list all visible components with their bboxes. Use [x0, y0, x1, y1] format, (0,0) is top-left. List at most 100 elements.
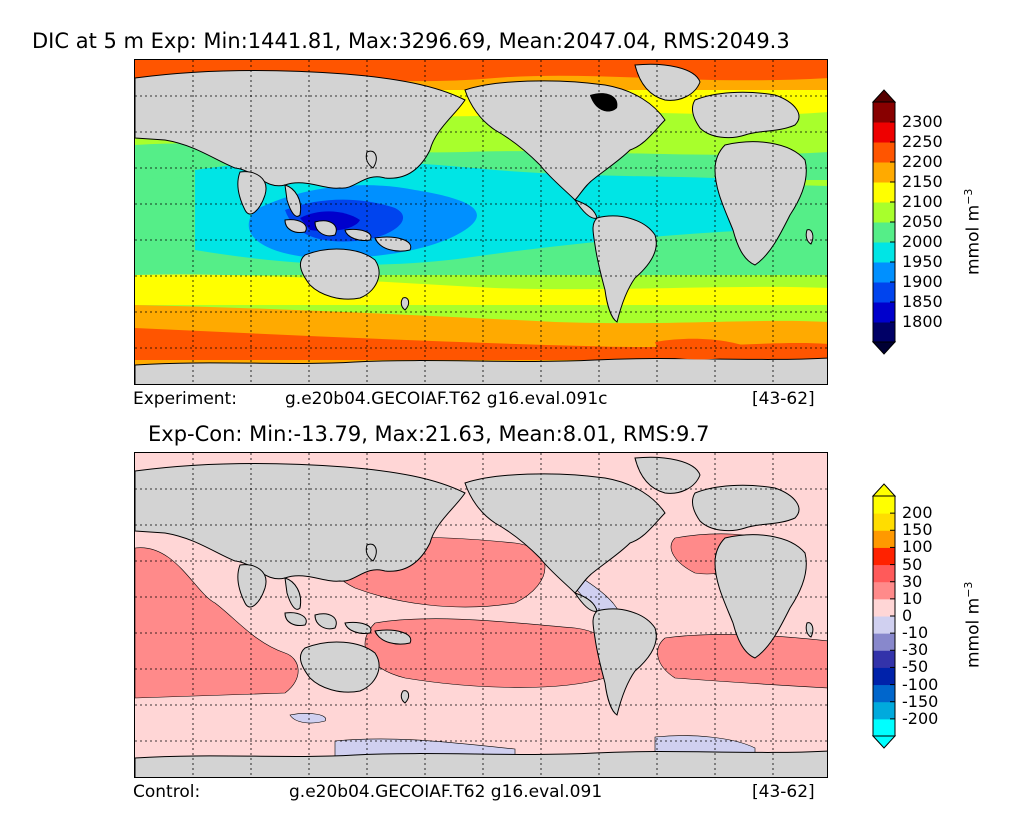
- colorbar-tick-label: 1900: [902, 272, 943, 291]
- land-australia: [299, 248, 380, 300]
- panel2-caption-years: [43-62]: [752, 782, 815, 802]
- colorbar-segment: [873, 222, 895, 243]
- colorbar-segment: [873, 262, 895, 283]
- land-new-guinea-2: [374, 629, 412, 645]
- colorbar-segment: [873, 513, 895, 531]
- colorbar-tick-label: 0: [902, 606, 913, 625]
- colorbar-tick-label: -50: [902, 657, 929, 677]
- colorbar-segment: [873, 547, 895, 566]
- colorbar-tick-label: 150: [902, 520, 933, 540]
- land-masses: [135, 63, 827, 384]
- colorbar-tick-label: 2100: [902, 192, 943, 211]
- land-madagascar: [805, 229, 814, 245]
- panel2-map: [134, 452, 828, 778]
- colorbar-segment: [873, 633, 895, 651]
- land-madagascar-2: [805, 622, 814, 638]
- diff-indian-ocean: [135, 547, 299, 699]
- colorbar-tick-label: 50: [902, 554, 923, 574]
- colorbar-over-triangle: [871, 89, 897, 103]
- southern-ocean-red: [135, 328, 827, 360]
- land-europe: [692, 91, 800, 139]
- land-borneo: [314, 220, 337, 237]
- colorbar-tick-label: 2000: [902, 232, 943, 251]
- colorbar-tick-label: 1950: [902, 252, 943, 271]
- colorbar-tick-label: 2200: [902, 152, 943, 171]
- colorbar-segment: [873, 122, 895, 143]
- land-indochina-2: [284, 577, 302, 610]
- colorbar-tick-label: -30: [902, 640, 929, 660]
- diff-south-pacific: [364, 618, 620, 688]
- colorbar-tick-label: -200: [902, 708, 939, 728]
- graticule-2: [135, 453, 827, 777]
- land-masses-2: [135, 456, 827, 777]
- panel2-unit-exp: −3: [962, 581, 975, 598]
- hudson-bay-black: [590, 93, 618, 112]
- panel1-unit-text: mmol m: [963, 204, 984, 275]
- land-india-2: [237, 564, 267, 608]
- panel1-title: DIC at 5 m Exp: Min:1441.81, Max:3296.69…: [32, 29, 790, 53]
- colorbar-segment: [873, 202, 895, 223]
- land-japan-2: [365, 543, 377, 562]
- colorbar-segment: [873, 598, 895, 617]
- colorbar-tick-label: 2050: [902, 212, 943, 231]
- land-antarctica: [135, 357, 827, 384]
- colorbar-tick-label: 1850: [902, 292, 943, 311]
- colorbar-segment: [873, 322, 895, 343]
- land-south-america: [592, 215, 657, 323]
- colorbar-tick-label: 2150: [902, 172, 943, 191]
- land-new-guinea: [374, 236, 412, 252]
- colorbar-tick-label: 200: [902, 503, 933, 523]
- colorbar-segment: [873, 496, 895, 514]
- colorbar-segment: [873, 718, 895, 737]
- panel2-title: Exp-Con: Min:-13.79, Max:21.63, Mean:8.0…: [148, 422, 710, 446]
- colorbar-segment: [873, 650, 895, 668]
- land-north-america: [464, 80, 666, 201]
- panel2-caption-label: Control:: [133, 782, 201, 802]
- panel1-caption-years: [43-62]: [752, 389, 815, 409]
- warm-pool-deep: [300, 211, 360, 232]
- panel2-caption-case: g.e20b04.GECOIAF.T62 g16.eval.091: [289, 782, 603, 802]
- land-north-america-2: [464, 473, 666, 594]
- panel1-colorbar-unit: mmol m−3: [962, 189, 984, 275]
- colorbar-segment: [873, 162, 895, 183]
- land-sumatra: [284, 219, 307, 233]
- land-europe-2: [692, 484, 800, 532]
- colorbar-segment: [873, 581, 895, 600]
- land-new-zealand: [400, 297, 410, 311]
- colorbar-tick-label: -10: [902, 623, 929, 643]
- colorbar-tick-label: -150: [902, 691, 939, 711]
- land-antarctica-2: [135, 750, 827, 777]
- colorbar-tick-label: 10: [902, 588, 923, 608]
- panel1-colorbar: [871, 89, 897, 355]
- land-greenland: [634, 63, 701, 101]
- colorbar-under-triangle: [871, 341, 897, 355]
- colorbar-tick-label: 1800: [902, 312, 943, 331]
- colorbar-segment: [873, 182, 895, 203]
- colorbar-segment: [873, 684, 895, 703]
- diff-tasman-patch: [289, 713, 327, 724]
- weddell-sea-patch: [655, 338, 755, 360]
- land-greenland-2: [634, 456, 701, 494]
- colorbar-segment: [873, 302, 895, 323]
- colorbar-tick-label: 2250: [902, 132, 943, 151]
- land-south-america-2: [592, 608, 657, 716]
- colorbar-tick-label: 100: [902, 537, 933, 557]
- colorbar-segment: [873, 282, 895, 303]
- panel2-colorbar: [871, 483, 897, 749]
- panel2-colorbar-unit: mmol m−3: [962, 582, 984, 668]
- panel1-unit-exp: −3: [962, 188, 975, 205]
- colorbar-segment: [873, 102, 895, 123]
- colorbar-segment: [873, 616, 895, 634]
- panel1-map: [134, 59, 828, 385]
- land-borneo-2: [314, 613, 337, 630]
- land-indochina: [284, 184, 302, 217]
- colorbar-over-triangle: [871, 483, 897, 497]
- land-japan: [365, 150, 377, 169]
- colorbar-svg: [871, 483, 897, 749]
- land-sumatra-2: [284, 612, 307, 626]
- colorbar-segment: [873, 564, 895, 583]
- colorbar-svg: [871, 89, 897, 355]
- panel2-unit-text: mmol m: [963, 597, 984, 668]
- land-india: [237, 171, 267, 215]
- colorbar-under-triangle: [871, 735, 897, 749]
